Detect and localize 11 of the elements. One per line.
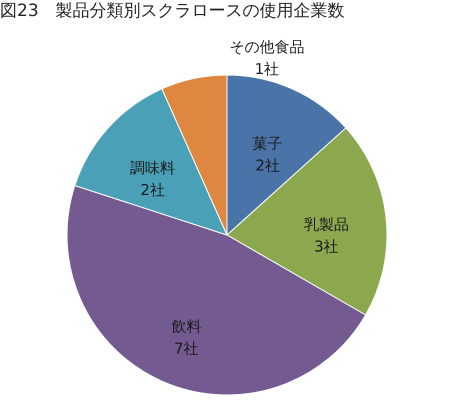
data-label: 2社 — [140, 181, 165, 200]
slice-label: 乳製品 — [304, 216, 349, 234]
data-label: 7社 — [174, 339, 199, 358]
slice-label: 菓子 — [252, 134, 283, 153]
slice-label: 飲料 — [171, 317, 202, 336]
slice-label: その他食品 — [229, 38, 304, 56]
chart-title: 図23 製品分類別スクラロースの使用企業数 — [0, 1, 345, 21]
slice-label: 調味料 — [130, 159, 176, 178]
data-label: 1社 — [254, 60, 280, 78]
data-label: 2社 — [255, 156, 280, 175]
data-label: 3社 — [314, 238, 339, 256]
